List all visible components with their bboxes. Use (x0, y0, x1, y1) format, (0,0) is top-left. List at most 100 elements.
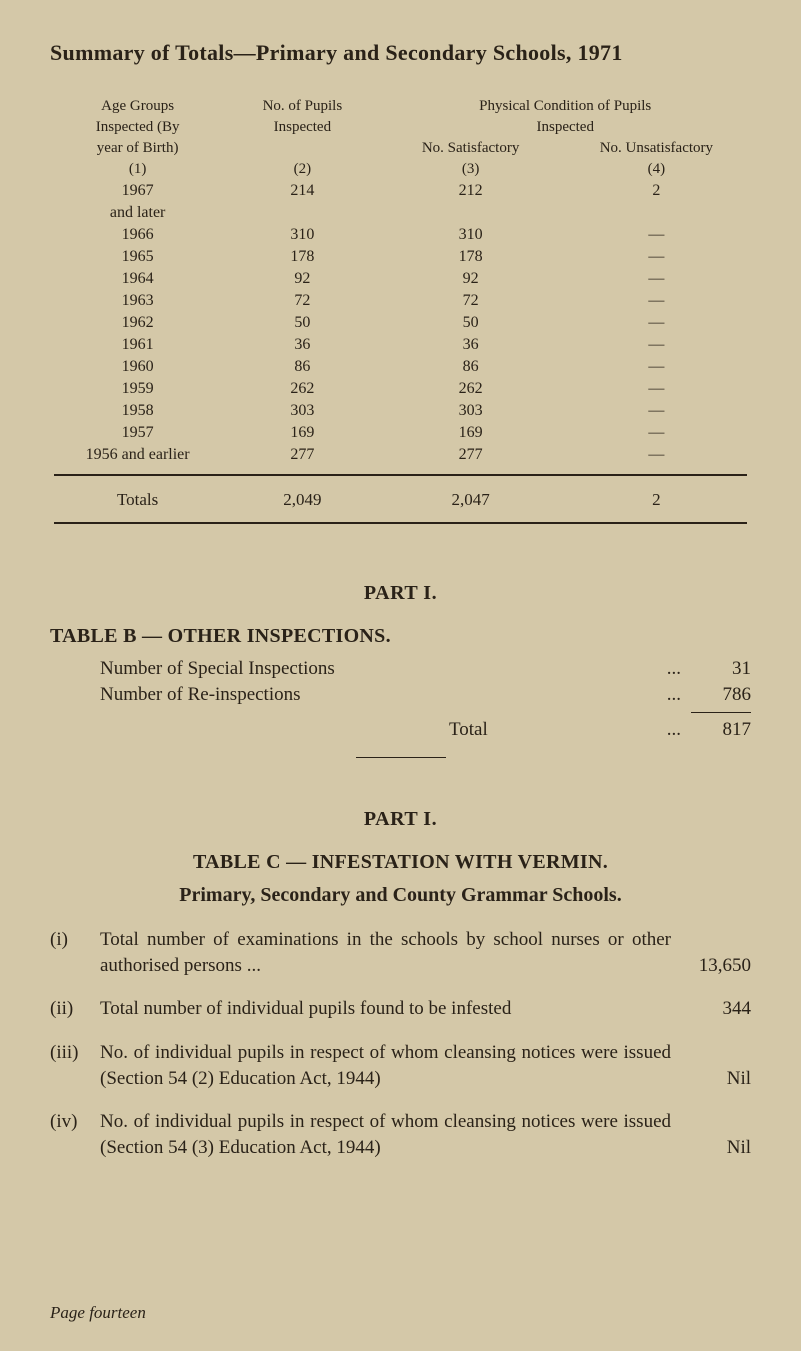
inspected-cell (225, 202, 379, 224)
total-rule (691, 712, 751, 713)
unsatisfactory-cell: — (562, 246, 751, 268)
inspected-cell: 303 (225, 400, 379, 422)
year-cell: and later (50, 202, 225, 224)
list-value: 344 (671, 996, 751, 1022)
satisfactory-cell: 72 (379, 290, 561, 312)
unsatisfactory-cell: — (562, 224, 751, 246)
unsatisfactory-cell: — (562, 312, 751, 334)
col2-header-l3: (2) (225, 159, 379, 180)
inspected-cell: 169 (225, 422, 379, 444)
list-value: 13,650 (671, 927, 751, 978)
inspection-dots: ... (667, 684, 681, 706)
section-divider (356, 757, 446, 758)
satisfactory-cell: 277 (379, 444, 561, 466)
table-row: 1956 and earlier277277— (50, 444, 751, 466)
unsatisfactory-cell: — (562, 268, 751, 290)
list-text: No. of individual pupils in respect of w… (100, 1040, 671, 1091)
table-row: 19625050— (50, 312, 751, 334)
inspection-dots: ... (667, 658, 681, 680)
year-cell: 1962 (50, 312, 225, 334)
inspection-total-row: Total ... 817 (50, 717, 751, 743)
satisfactory-cell: 178 (379, 246, 561, 268)
totals-inspected: 2,049 (225, 484, 379, 514)
list-marker: (ii) (50, 996, 100, 1022)
satisfactory-cell: 50 (379, 312, 561, 334)
inspection-value: 31 (681, 658, 751, 680)
list-marker: (i) (50, 927, 100, 978)
list-item: (ii)Total number of individual pupils fo… (50, 996, 751, 1022)
list-text: Total number of individual pupils found … (100, 996, 671, 1022)
table-row: 19637272— (50, 290, 751, 312)
table-row: 1959262262— (50, 378, 751, 400)
total-label: Total (100, 719, 657, 741)
table-row: 1965178178— (50, 246, 751, 268)
part-1-heading-a: PART I. (50, 582, 751, 605)
table-row: 1966310310— (50, 224, 751, 246)
inspection-row: Number of Re-inspections...786 (50, 682, 751, 708)
table-b-heading: TABLE B — OTHER INSPECTIONS. (50, 625, 751, 648)
page-title: Summary of Totals—Primary and Secondary … (50, 40, 751, 66)
year-cell: 1966 (50, 224, 225, 246)
unsatisfactory-cell: — (562, 422, 751, 444)
satisfactory-cell: 303 (379, 400, 561, 422)
unsatisfactory-cell: — (562, 378, 751, 400)
unsatisfactory-cell: — (562, 444, 751, 466)
year-cell: 1959 (50, 378, 225, 400)
inspected-cell: 277 (225, 444, 379, 466)
satisfactory-cell: 169 (379, 422, 561, 444)
inspected-cell: 72 (225, 290, 379, 312)
year-cell: 1960 (50, 356, 225, 378)
total-value: 817 (681, 719, 751, 741)
inspected-cell: 214 (225, 180, 379, 202)
satisfactory-cell: 92 (379, 268, 561, 290)
totals-rule-top (54, 474, 747, 476)
page-value: fourteen (89, 1303, 146, 1322)
table-row: and later (50, 202, 751, 224)
table-row: 19672142122 (50, 180, 751, 202)
list-marker: (iii) (50, 1040, 100, 1091)
inspected-cell: 262 (225, 378, 379, 400)
year-cell: 1957 (50, 422, 225, 444)
list-value: Nil (671, 1109, 751, 1160)
list-text: No. of individual pupils in respect of w… (100, 1109, 671, 1160)
unsatisfactory-cell (562, 202, 751, 224)
satisfactory-cell: 212 (379, 180, 561, 202)
table-c-subheading: Primary, Secondary and County Grammar Sc… (50, 884, 751, 907)
part-1-heading-b: PART I. (50, 808, 751, 831)
year-cell: 1965 (50, 246, 225, 268)
unsatisfactory-cell: — (562, 290, 751, 312)
inspected-cell: 178 (225, 246, 379, 268)
total-dots: ... (667, 719, 681, 741)
year-cell: 1964 (50, 268, 225, 290)
unsatisfactory-cell: — (562, 356, 751, 378)
inspection-label: Number of Re-inspections (100, 684, 657, 706)
totals-unsatisfactory: 2 (562, 484, 751, 514)
year-cell: 1956 and earlier (50, 444, 225, 466)
col4-header-l4: (4) (562, 159, 751, 180)
col2-header-l2: Inspected (225, 117, 379, 138)
totals-row: Totals 2,049 2,047 2 (50, 484, 751, 514)
inspection-value: 786 (681, 684, 751, 706)
table-row: 19613636— (50, 334, 751, 356)
satisfactory-cell: 86 (379, 356, 561, 378)
list-item: (i)Total number of examinations in the s… (50, 927, 751, 978)
satisfactory-cell: 310 (379, 224, 561, 246)
col3-header-l3: No. Satisfactory (379, 138, 561, 159)
inspected-cell: 86 (225, 356, 379, 378)
page-label: Page (50, 1303, 85, 1322)
unsatisfactory-cell: — (562, 334, 751, 356)
list-text: Total number of examinations in the scho… (100, 927, 671, 978)
inspection-row: Number of Special Inspections...31 (50, 656, 751, 682)
table-row: 1957169169— (50, 422, 751, 444)
satisfactory-cell (379, 202, 561, 224)
summary-table: Age Groups No. of Pupils Physical Condit… (50, 96, 751, 532)
table-row: 19608686— (50, 356, 751, 378)
col2-header-empty (225, 138, 379, 159)
table-c-heading: TABLE C — INFESTATION WITH VERMIN. (50, 851, 751, 874)
satisfactory-cell: 262 (379, 378, 561, 400)
inspected-cell: 92 (225, 268, 379, 290)
list-value: Nil (671, 1040, 751, 1091)
unsatisfactory-cell: — (562, 400, 751, 422)
table-row: 19649292— (50, 268, 751, 290)
col34-header-l2: Inspected (379, 117, 751, 138)
